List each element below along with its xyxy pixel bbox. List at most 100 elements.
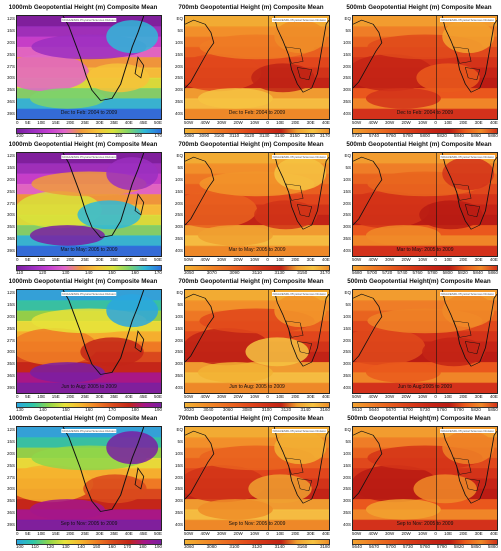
colorbar-tick: 140 <box>39 407 47 412</box>
colorbar <box>352 128 498 134</box>
latitude-label: 25S <box>174 75 183 81</box>
latitude-label: 15S <box>342 51 351 57</box>
latitude-label: 5S <box>345 164 351 170</box>
longitude-label: 20E <box>459 531 468 536</box>
colorbar-tick: 160 <box>108 544 116 549</box>
colorbar-tick: 5640 <box>352 544 363 549</box>
credit-label: NOAA/ESRL Physical Sciences Division <box>439 18 495 22</box>
latitude-label: 15S <box>342 325 351 331</box>
latitude-label: 35S <box>342 99 351 105</box>
longitude-label: 10W <box>249 531 260 536</box>
latitude-label: 10S <box>342 39 351 45</box>
colorbar-tick: 3160 <box>297 544 308 549</box>
longitude-label: 20W <box>233 257 243 262</box>
colorbar-tick: 170 <box>123 544 132 549</box>
latitude-label: 25S <box>174 212 183 218</box>
latitude-label: 40S <box>342 111 351 116</box>
longitude-label: 35E <box>110 394 119 399</box>
longitude-label: 20W <box>401 531 411 536</box>
colorbar <box>16 539 162 545</box>
latitude-label: 10S <box>174 313 183 319</box>
latitude-label: 35S <box>342 510 351 516</box>
latitude-label: 5S <box>345 27 351 33</box>
longitude-label: 30W <box>216 120 227 125</box>
colorbar-tick: 5740 <box>368 133 379 138</box>
latitude-label: 20S <box>342 474 351 480</box>
colorbar-tick: 140 <box>94 133 103 138</box>
credit-label: NOAA/ESRL Physical Sciences Division <box>61 18 117 22</box>
period-label: Dec to Feb: 2004 to 2009 <box>396 110 454 116</box>
longitude-label: 10E <box>37 120 46 125</box>
latitude-label: 30S <box>174 361 183 367</box>
colorbar-ticks: 5720 5740 5760 5780 5800 5820 5840 5860 5880 <box>352 133 498 140</box>
latitude-label: 10S <box>342 313 351 319</box>
colorbar-tick: 5800 <box>442 270 453 275</box>
longitude-label: 50W <box>184 257 194 262</box>
latitude-label: 30S <box>174 224 183 230</box>
longitude-label: 45E <box>139 394 148 399</box>
colorbar <box>16 402 162 408</box>
longitude-label: 30E <box>306 257 315 262</box>
colorbar <box>184 402 330 408</box>
longitude-label: 35E <box>110 257 119 262</box>
longitude-label: 20W <box>233 120 243 125</box>
latitude-label: 5S <box>345 438 351 444</box>
colorbar-ticks: 3080 3090 3100 3110 3120 3130 3140 3150 3160 3170 <box>184 133 330 140</box>
latitude-label: 10S <box>342 450 351 456</box>
latitude-label: EQ <box>176 16 183 21</box>
longitude-labels: 50W 40W 30W 20W 10W 0 10E 20E 30E 40E <box>184 120 330 127</box>
longitude-label: 10E <box>37 257 46 262</box>
longitude-label: 5E <box>25 257 31 262</box>
colorbar <box>16 128 162 134</box>
latitude-label: 40S <box>174 385 183 390</box>
latitude-label: 10S <box>174 39 183 45</box>
longitude-label: 20W <box>233 531 243 536</box>
longitude-label: 0 <box>266 531 269 536</box>
latitude-label: 20S <box>174 200 183 206</box>
colorbar-tick: 160 <box>134 133 143 138</box>
longitude-label: 45E <box>139 531 148 536</box>
colorbar-tick: 5820 <box>453 544 464 549</box>
latitude-label: EQ <box>344 290 351 295</box>
longitude-label: 10W <box>417 120 428 125</box>
latitude-label: 25S <box>6 325 15 331</box>
colorbar-tick: 170 <box>154 270 162 275</box>
longitude-label: 10E <box>444 257 453 262</box>
longitude-label: 40W <box>368 394 378 399</box>
colorbar-tick: 5860 <box>470 133 481 138</box>
latitude-label: 15S <box>6 438 15 444</box>
map-panel: 500mb Geopotential Height(m) Composite M… <box>338 415 500 549</box>
panel-title: 700mb Geopotential Height (m) Composite … <box>178 415 324 422</box>
latitude-label: 15S <box>6 301 15 307</box>
longitude-label: 10W <box>249 257 260 262</box>
colorbar-tick: 5820 <box>470 407 481 412</box>
colorbar-tick: 3180 <box>319 544 330 549</box>
colorbar-ticks: 5640 5670 5700 5730 5760 5790 5820 5850 5880 <box>352 544 498 551</box>
colorbar-tick: 150 <box>62 407 70 412</box>
longitude-label: 20E <box>459 257 468 262</box>
panel-title: 500mb Geopotential Height (m) Composite … <box>346 141 492 148</box>
longitude-label: 30E <box>474 531 483 536</box>
latitude-label: 30S <box>174 498 183 504</box>
longitude-label: 30E <box>95 394 104 399</box>
map-panel: 500mb Geopotential Height (m) Composite … <box>338 4 500 138</box>
colorbar-tick: 3110 <box>252 270 262 275</box>
colorbar-tick: 3110 <box>229 133 240 138</box>
colorbar <box>16 265 162 271</box>
period-label: Mar to May: 2005 to 2009 <box>60 247 118 253</box>
colorbar-tick: 100 <box>16 133 24 138</box>
latitude-label: 12S <box>6 16 15 21</box>
colorbar-tick: 5640 <box>368 407 379 412</box>
latitude-label: 20S <box>6 176 15 182</box>
latitude-label: 12S <box>6 427 15 432</box>
contour-map: NOAA/ESRL Physical Sciences Division <box>16 152 162 257</box>
latitude-label: 5S <box>177 301 183 307</box>
colorbar-tick: 3150 <box>297 270 308 275</box>
longitude-label: 20E <box>66 257 75 262</box>
longitude-label: 20W <box>233 394 243 399</box>
colorbar-tick: 3130 <box>259 133 270 138</box>
colorbar-tick: 3100 <box>214 133 225 138</box>
period-label: Mar to May: 2005 to 2009 <box>396 247 454 253</box>
longitude-label: 25E <box>80 257 89 262</box>
longitude-label: 10E <box>37 394 46 399</box>
